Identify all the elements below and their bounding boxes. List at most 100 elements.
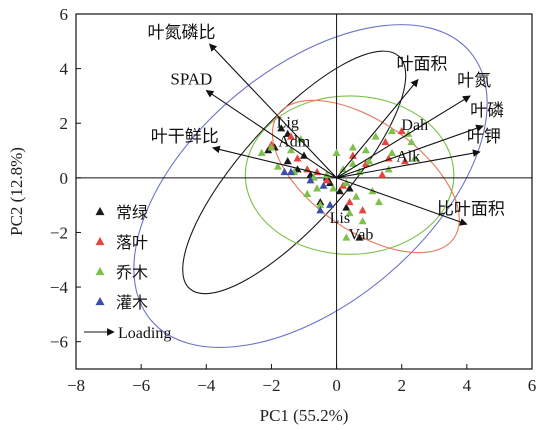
point-label-2: Dah <box>401 117 428 134</box>
point-1-6 <box>397 126 406 135</box>
point-2-8 <box>361 146 370 154</box>
data-points <box>257 124 419 241</box>
loading-arrow-3 <box>336 78 419 179</box>
legend-label-0: 常绿 <box>116 203 148 222</box>
point-2-13 <box>387 148 396 157</box>
plot-border <box>75 13 533 370</box>
point-3-5 <box>306 176 315 184</box>
point-1-13 <box>378 170 387 178</box>
point-1-11 <box>322 176 331 184</box>
x-tick-label-5: 2 <box>397 376 406 395</box>
loading-label-6: 叶钾 <box>467 127 501 147</box>
point-3-3 <box>316 206 325 214</box>
loading-arrow-4 <box>336 95 471 179</box>
point-0-7 <box>345 184 354 192</box>
legend-swatch-2 <box>95 266 105 276</box>
loading-label-7: 比叶面积 <box>437 199 505 219</box>
y-axis-label: PC2 (12.8%) <box>7 147 26 236</box>
point-0-0 <box>277 124 286 132</box>
y-tick-label-1: 4 <box>60 60 69 79</box>
point-2-23 <box>358 217 367 225</box>
loading-label-1: SPAD <box>170 69 212 88</box>
loading-label-2: 叶干鲜比 <box>151 127 219 147</box>
point-2-9 <box>371 132 380 140</box>
point-2-0 <box>267 143 276 151</box>
x-axis-label: PC1 (55.2%) <box>260 406 349 425</box>
y-tick-label-3: 0 <box>60 169 69 188</box>
point-2-20 <box>313 184 322 192</box>
loading-label-5: 叶磷 <box>470 101 504 121</box>
y-tick-label-2: 2 <box>60 114 69 133</box>
point-2-32 <box>286 146 295 154</box>
point-label-5: Vab <box>349 226 374 243</box>
legend-label-1: 落叶 <box>116 233 148 252</box>
point-2-24 <box>342 233 351 241</box>
x-tick-label-2: −4 <box>197 376 216 395</box>
loading-arrow-6 <box>336 149 481 179</box>
point-1-3 <box>348 151 357 159</box>
point-2-14 <box>365 156 374 165</box>
loading-arrow-7 <box>336 177 468 226</box>
x-tick-label-4: 0 <box>332 376 341 395</box>
point-2-30 <box>348 143 357 151</box>
x-tick-label-1: −6 <box>132 376 150 395</box>
point-0-12 <box>342 203 351 211</box>
point-2-2 <box>273 162 282 170</box>
legend-swatch-3 <box>95 296 105 306</box>
point-2-18 <box>352 192 361 200</box>
point-0-3 <box>283 156 292 165</box>
loading-arrow-5 <box>336 124 484 179</box>
point-2-12 <box>407 137 416 146</box>
point-label-0: Lig <box>277 114 299 131</box>
x-tick-label-7: 6 <box>528 376 537 395</box>
y-tick-label-6: −6 <box>50 333 68 352</box>
point-3-1 <box>286 167 295 176</box>
ellipse-2 <box>244 95 455 255</box>
point-0-13 <box>335 187 344 195</box>
point-2-21 <box>303 189 312 197</box>
y-tick-label-4: −2 <box>50 223 68 242</box>
point-2-6 <box>339 165 348 173</box>
point-2-26 <box>374 197 383 206</box>
point-3-2 <box>319 181 328 189</box>
loading-arrow-0 <box>209 43 337 179</box>
axis-ticks: −8 −6 −4 −2 0 2 4 6 6 4 2 0 −2 −4 −6 <box>50 5 536 395</box>
point-0-8 <box>355 233 364 241</box>
x-tick-label-0: −8 <box>67 376 85 395</box>
point-2-7 <box>348 159 357 167</box>
loading-arrow-2 <box>212 145 337 179</box>
loading-label-3: 叶面积 <box>397 55 448 75</box>
point-3-4 <box>326 200 335 208</box>
ellipse-3 <box>271 99 460 254</box>
point-2-29 <box>332 148 341 157</box>
point-2-17 <box>329 184 338 192</box>
point-1-0 <box>286 132 295 140</box>
point-1-7 <box>400 156 409 165</box>
point-1-15 <box>345 197 354 206</box>
loading-arrow-1 <box>205 90 337 179</box>
loading-label-0: 叶氮磷比 <box>148 23 216 43</box>
zero-lines <box>76 14 532 369</box>
x-tick-label-3: −2 <box>262 376 280 395</box>
point-3-0 <box>280 167 289 176</box>
legend-label-loading: Loading <box>118 325 171 342</box>
point-label-1: Adm <box>278 133 311 150</box>
point-2-25 <box>316 200 325 208</box>
y-tick-label-0: 6 <box>60 5 69 24</box>
legend-swatch-1 <box>95 236 105 246</box>
point-2-28 <box>410 154 419 162</box>
point-2-10 <box>387 126 396 135</box>
point-label-3: Alk <box>396 148 420 165</box>
loading-label-4: 叶氮 <box>457 71 491 91</box>
plot-frame <box>75 13 533 370</box>
point-2-1 <box>257 148 266 157</box>
point-1-9 <box>358 206 367 214</box>
legend-label-3: 灌木 <box>116 293 148 312</box>
point-2-16 <box>342 178 351 187</box>
legend-label-2: 乔木 <box>116 263 148 282</box>
legend-swatch-0 <box>95 206 105 216</box>
